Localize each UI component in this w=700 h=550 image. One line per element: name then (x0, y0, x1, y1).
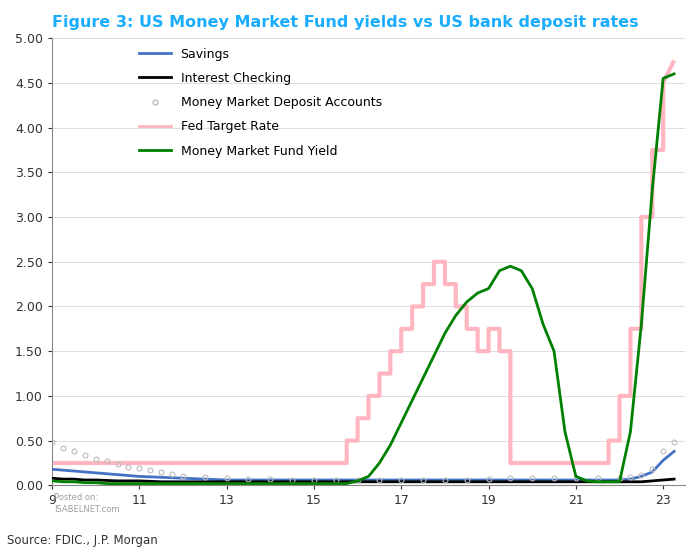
Text: Source: FDIC., J.P. Morgan: Source: FDIC., J.P. Morgan (7, 534, 158, 547)
Text: Posted on:: Posted on: (54, 492, 98, 502)
Text: ISABELNET.com: ISABELNET.com (54, 505, 120, 514)
Text: Figure 3: US Money Market Fund yields vs US bank deposit rates: Figure 3: US Money Market Fund yields vs… (52, 15, 638, 30)
Legend: Savings, Interest Checking, Money Market Deposit Accounts, Fed Target Rate, Mone: Savings, Interest Checking, Money Market… (134, 42, 386, 163)
